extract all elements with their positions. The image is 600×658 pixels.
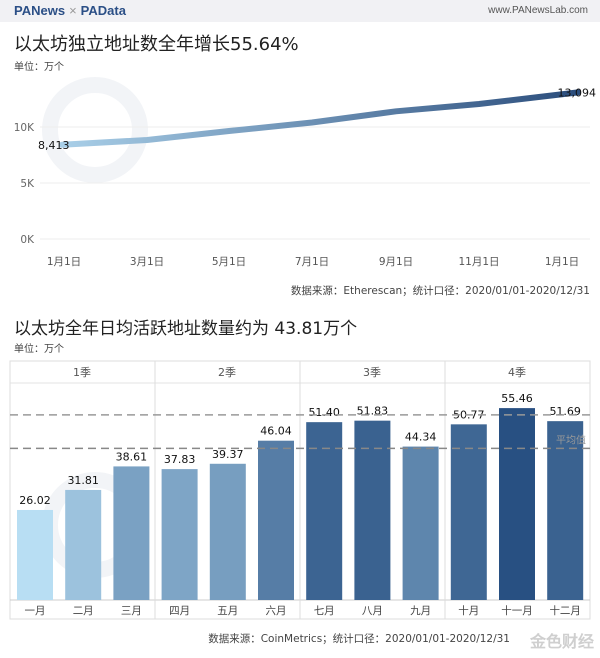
y-tick-label: 10K (14, 122, 35, 134)
bar (354, 420, 391, 600)
brand-separator: × (69, 3, 77, 18)
quarter-label: 3季 (363, 366, 381, 379)
x-tick-label: 3月1日 (130, 256, 164, 268)
site-url: www.PANewsLab.com (488, 5, 588, 16)
series-line (59, 89, 581, 148)
average-label: 平均值 (556, 433, 586, 446)
x-tick-label: 六月 (266, 605, 287, 617)
chart2-source: 数据来源：CoinMetrics；统计口径：2020/01/01-2020/12… (208, 633, 510, 645)
x-tick-label: 九月 (410, 605, 431, 617)
watermark-logo-icon (42, 77, 148, 183)
x-tick-label: 三月 (121, 605, 142, 617)
chart2-unit: 单位：万个 (14, 344, 64, 355)
chart1-source: 数据来源：Etherescan；统计口径：2020/01/01-2020/12/… (290, 285, 590, 297)
footer-logo: 金色财经 (529, 632, 594, 651)
bar-value-label: 51.83 (357, 405, 389, 418)
bar (499, 408, 535, 600)
bar-value-label: 51.40 (308, 406, 340, 419)
x-tick-label: 一月 (25, 605, 46, 617)
x-tick-label: 七月 (314, 605, 335, 617)
data-label-start: 8,413 (38, 139, 70, 152)
x-tick-label: 十月 (458, 604, 479, 617)
x-tick-label: 十一月 (501, 604, 533, 617)
line-chart: 0K 5K 10K 1月1日 3月1日 5月1日 7月1日 9月1日 11月1日 1月1日 8,41… (14, 86, 597, 268)
x-tick-label: 7月1日 (295, 256, 329, 268)
bar (402, 446, 439, 600)
bar-chart: 1季 2季 3季 4季 26.02 一月 31.81 二月 38.61 三月 37.83 四月 39.3… (9, 360, 591, 620)
x-tick-label: 四月 (169, 605, 190, 617)
x-tick-label: 9月1日 (379, 256, 413, 268)
x-tick-label: 八月 (362, 605, 383, 617)
x-tick-label: 11月1日 (458, 256, 499, 268)
x-tick-label: 二月 (73, 605, 94, 617)
bar-value-label: 44.34 (405, 431, 437, 444)
bar (65, 489, 102, 600)
bar (209, 463, 246, 600)
chart1-title: 以太坊独立地址数全年增长55.64% (14, 34, 299, 55)
x-tick-label: 1月1日 (47, 256, 81, 268)
x-tick-label: 五月 (217, 605, 238, 617)
bar (547, 421, 584, 600)
bar-value-label: 55.46 (501, 392, 533, 405)
quarter-label: 1季 (73, 366, 91, 379)
y-tick-label: 0K (20, 234, 35, 246)
bar (17, 509, 53, 600)
x-tick-label: 1月1日 (545, 256, 579, 268)
brand-right: PAData (80, 3, 126, 18)
bar (306, 422, 343, 600)
x-tick-label: 十二月 (549, 604, 581, 617)
bar-value-label: 26.02 (19, 494, 51, 507)
bar-value-label: 38.61 (116, 450, 148, 463)
quarter-label: 2季 (218, 366, 236, 379)
bar-value-label: 37.83 (164, 453, 196, 466)
chart1-unit: 单位：万个 (14, 62, 64, 73)
bar (113, 466, 150, 600)
bar (258, 440, 294, 600)
brand-left: PANews (14, 3, 66, 18)
brand-logo: PANews × PAData (14, 3, 126, 18)
chart2-title: 以太坊全年日均活跃地址数量约为 43.81万个 (14, 319, 358, 339)
bar (450, 424, 487, 600)
bar-value-label: 31.81 (67, 474, 99, 487)
data-label-end: 13,094 (558, 86, 597, 99)
quarter-label: 4季 (508, 366, 526, 379)
y-tick-label: 5K (20, 178, 35, 190)
bar-value-label: 51.69 (549, 405, 581, 418)
bar-value-label: 39.37 (212, 448, 244, 461)
x-tick-label: 5月1日 (212, 256, 246, 268)
bar-value-label: 46.04 (260, 425, 292, 438)
bar (161, 469, 198, 600)
header-bar: PANews × PAData www.PANewsLab.com (0, 0, 600, 22)
